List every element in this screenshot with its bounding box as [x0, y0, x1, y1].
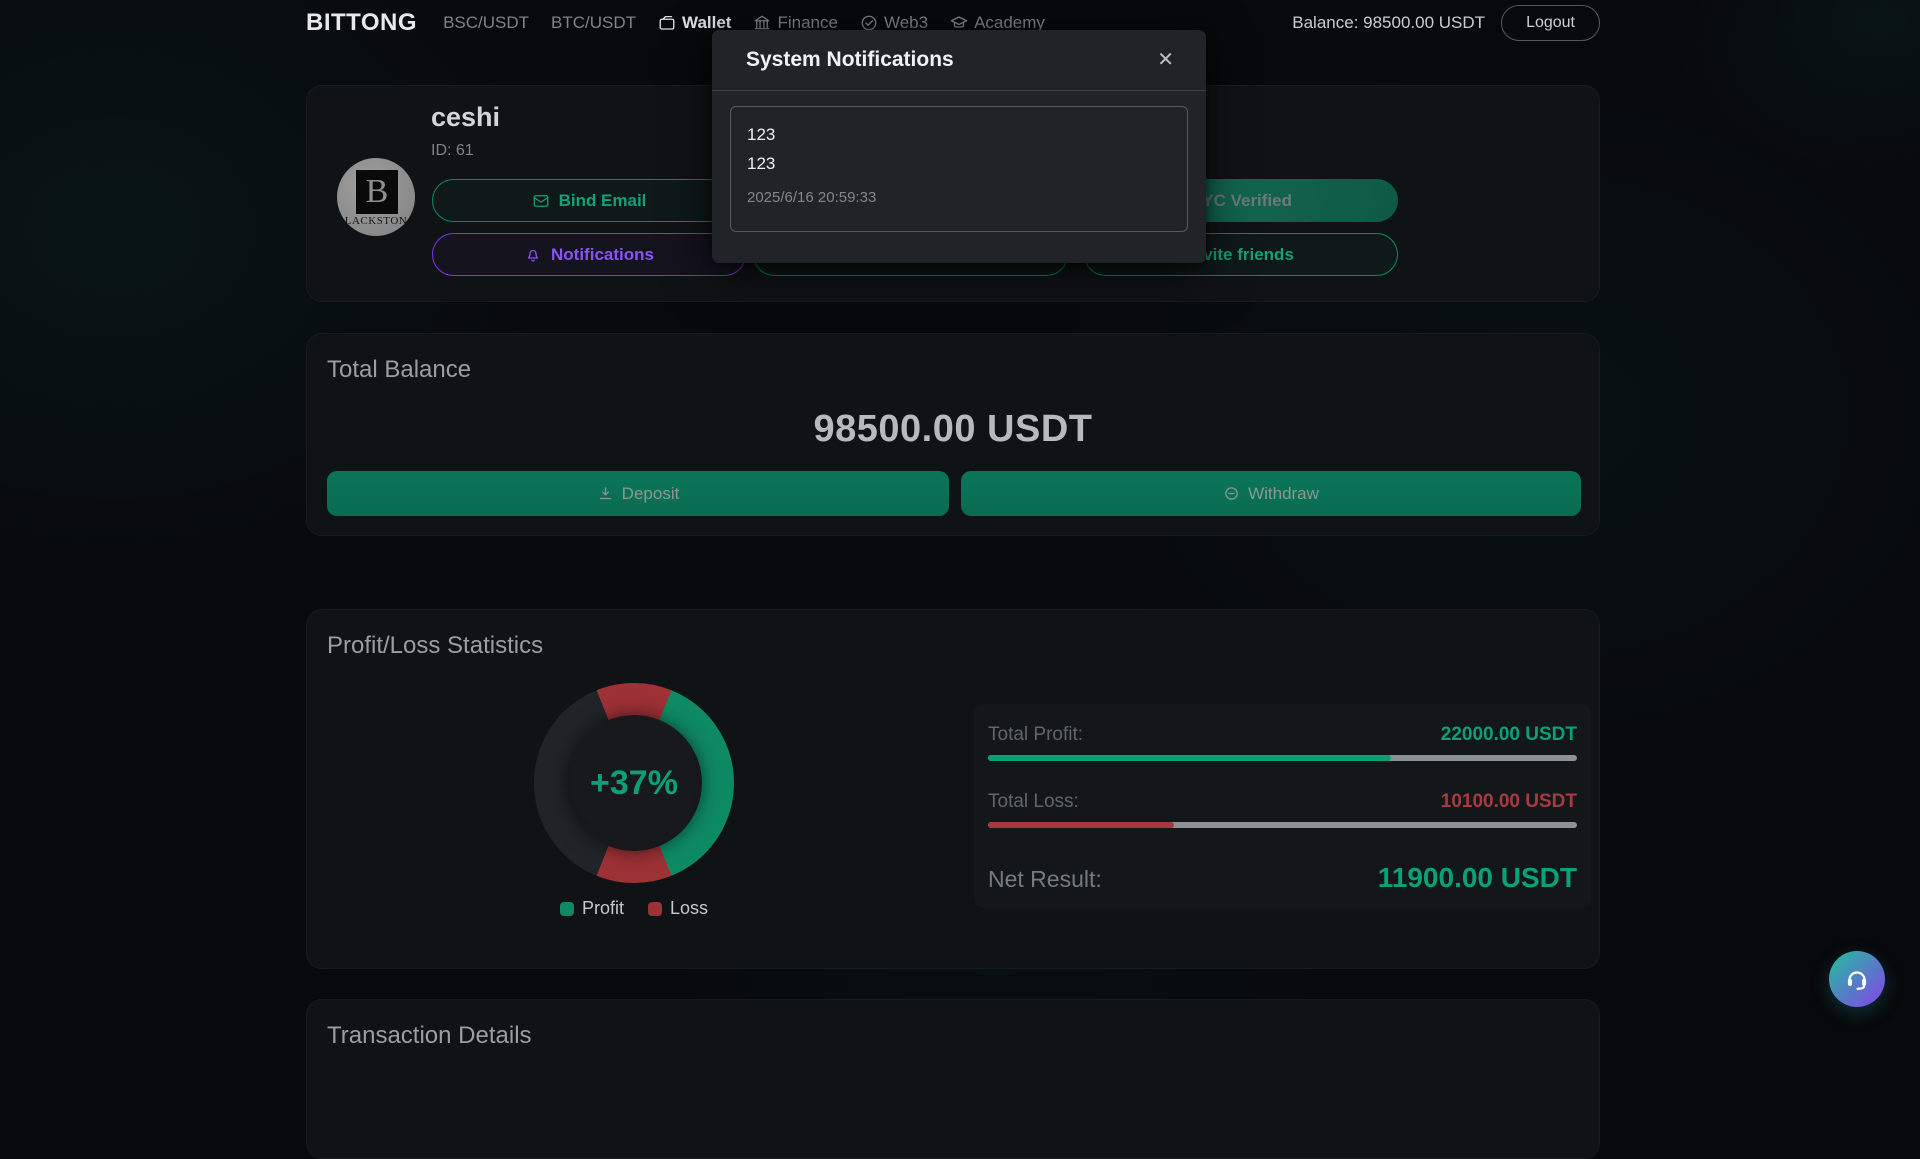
transaction-details-card: Transaction Details: [306, 999, 1600, 1159]
avatar-caption: LACKSTON: [344, 215, 408, 227]
total-balance-title: Total Balance: [327, 356, 472, 383]
brand-logo[interactable]: BITTONG: [306, 9, 418, 36]
bank-icon: [755, 15, 770, 30]
donut-center-label: +37%: [590, 763, 678, 802]
loss-progress-track: [988, 822, 1577, 828]
headset-icon: [1847, 971, 1867, 991]
total-profit-value: 22000.00 USDT: [1440, 724, 1577, 745]
withdraw-button[interactable]: Withdraw: [961, 471, 1581, 516]
nav-label: Academy: [974, 13, 1045, 32]
transaction-details-title: Transaction Details: [327, 1022, 532, 1049]
total-loss-label: Total Loss:: [988, 791, 1079, 812]
logout-button[interactable]: Logout: [1501, 5, 1600, 41]
notification-line: 123: [747, 154, 776, 173]
nav-item-bsc-usdt[interactable]: BSC/USDT: [443, 13, 529, 33]
notification-message-box: 123 123 2025/6/16 20:59:33: [730, 106, 1188, 232]
button-label: Invite friends: [1188, 244, 1294, 264]
legend-label: Loss: [669, 898, 709, 918]
user-id: ID: 61: [431, 142, 474, 159]
profit-loss-card: Profit/Loss Statistics +37% Profit Loss …: [306, 609, 1600, 969]
nav-items: BSC/USDT BTC/USDT Wallet Finance Web3 Ac…: [443, 13, 1045, 33]
profit-progress-fill: [988, 755, 1392, 761]
nav-label: Finance: [777, 13, 838, 32]
total-profit-label: Total Profit:: [988, 724, 1084, 745]
mail-icon: [533, 194, 548, 207]
net-result-label: Net Result:: [988, 866, 1102, 892]
legend-item-loss: Loss: [647, 898, 709, 919]
withdraw-icon: [1225, 487, 1238, 500]
nav-label: BTC/USDT: [551, 13, 637, 32]
nav-right: Balance: 98500.00 USDT Logout: [1292, 5, 1600, 41]
profit-swatch: [559, 901, 574, 916]
support-button[interactable]: [1829, 951, 1885, 1007]
deposit-button[interactable]: Deposit: [327, 471, 949, 516]
avatar: B LACKSTON: [337, 158, 415, 236]
button-label: Deposit: [621, 483, 680, 503]
academy-icon: [950, 16, 968, 28]
total-loss-value: 10100.00 USDT: [1440, 791, 1577, 812]
avatar-logo-square: B: [356, 170, 398, 214]
notification-line: 123: [747, 125, 776, 144]
donut-hole: +37%: [566, 715, 702, 851]
stats-panel: Total Profit: 22000.00 USDT Total Loss: …: [974, 704, 1591, 908]
wallet-icon: [659, 15, 675, 30]
username: ceshi: [431, 102, 501, 132]
notifications-button[interactable]: Notifications: [432, 233, 746, 276]
avatar-letter: B: [365, 173, 389, 210]
web3-icon: [861, 15, 877, 31]
bell-icon: [527, 249, 539, 262]
nav-label: Wallet: [682, 13, 732, 32]
nav-item-web3[interactable]: Web3: [860, 13, 928, 33]
top-nav: BITTONG BSC/USDT BTC/USDT Wallet Finance…: [306, 0, 1600, 46]
total-loss-row: Total Loss: 10100.00 USDT: [988, 791, 1577, 828]
nav-label: BSC/USDT: [443, 13, 530, 32]
close-icon[interactable]: ✕: [1153, 46, 1178, 74]
modal-title: System Notifications: [746, 48, 954, 71]
net-result-row: Net Result: 11900.00 USDT: [988, 862, 1577, 894]
bind-email-button[interactable]: Bind Email: [432, 179, 746, 222]
profit-loss-chart: +37%: [534, 683, 734, 883]
button-label: KYC Verified: [1189, 190, 1293, 210]
loss-progress-fill: [988, 822, 1174, 828]
net-result-value: 11900.00 USDT: [1377, 862, 1577, 893]
profit-loss-title: Profit/Loss Statistics: [327, 632, 544, 659]
notification-timestamp: 2025/6/16 20:59:33: [747, 189, 877, 206]
button-label: Notifications: [551, 244, 654, 264]
chart-legend: Profit Loss: [534, 898, 734, 919]
total-profit-row: Total Profit: 22000.00 USDT: [988, 724, 1577, 761]
nav-item-finance[interactable]: Finance: [753, 13, 838, 33]
button-label: Withdraw: [1248, 483, 1319, 503]
nav-item-btc-usdt[interactable]: BTC/USDT: [551, 13, 636, 33]
legend-label: Profit: [581, 898, 624, 918]
legend-item-profit: Profit: [559, 898, 624, 919]
system-notifications-modal: System Notifications ✕ 123 123 2025/6/16…: [712, 30, 1206, 263]
nav-item-wallet[interactable]: Wallet: [658, 13, 731, 33]
profit-progress-track: [988, 755, 1577, 761]
header-balance: Balance: 98500.00 USDT: [1292, 13, 1486, 32]
nav-item-academy[interactable]: Academy: [950, 13, 1045, 33]
button-label: Bind Email: [558, 190, 647, 210]
nav-label: Web3: [883, 13, 929, 32]
modal-header: System Notifications ✕: [712, 30, 1206, 91]
deposit-icon: [599, 487, 611, 500]
loss-swatch: [647, 901, 662, 916]
total-balance-amount: 98500.00 USDT: [813, 408, 1093, 450]
total-balance-card: Total Balance 98500.00 USDT Deposit With…: [306, 333, 1600, 536]
